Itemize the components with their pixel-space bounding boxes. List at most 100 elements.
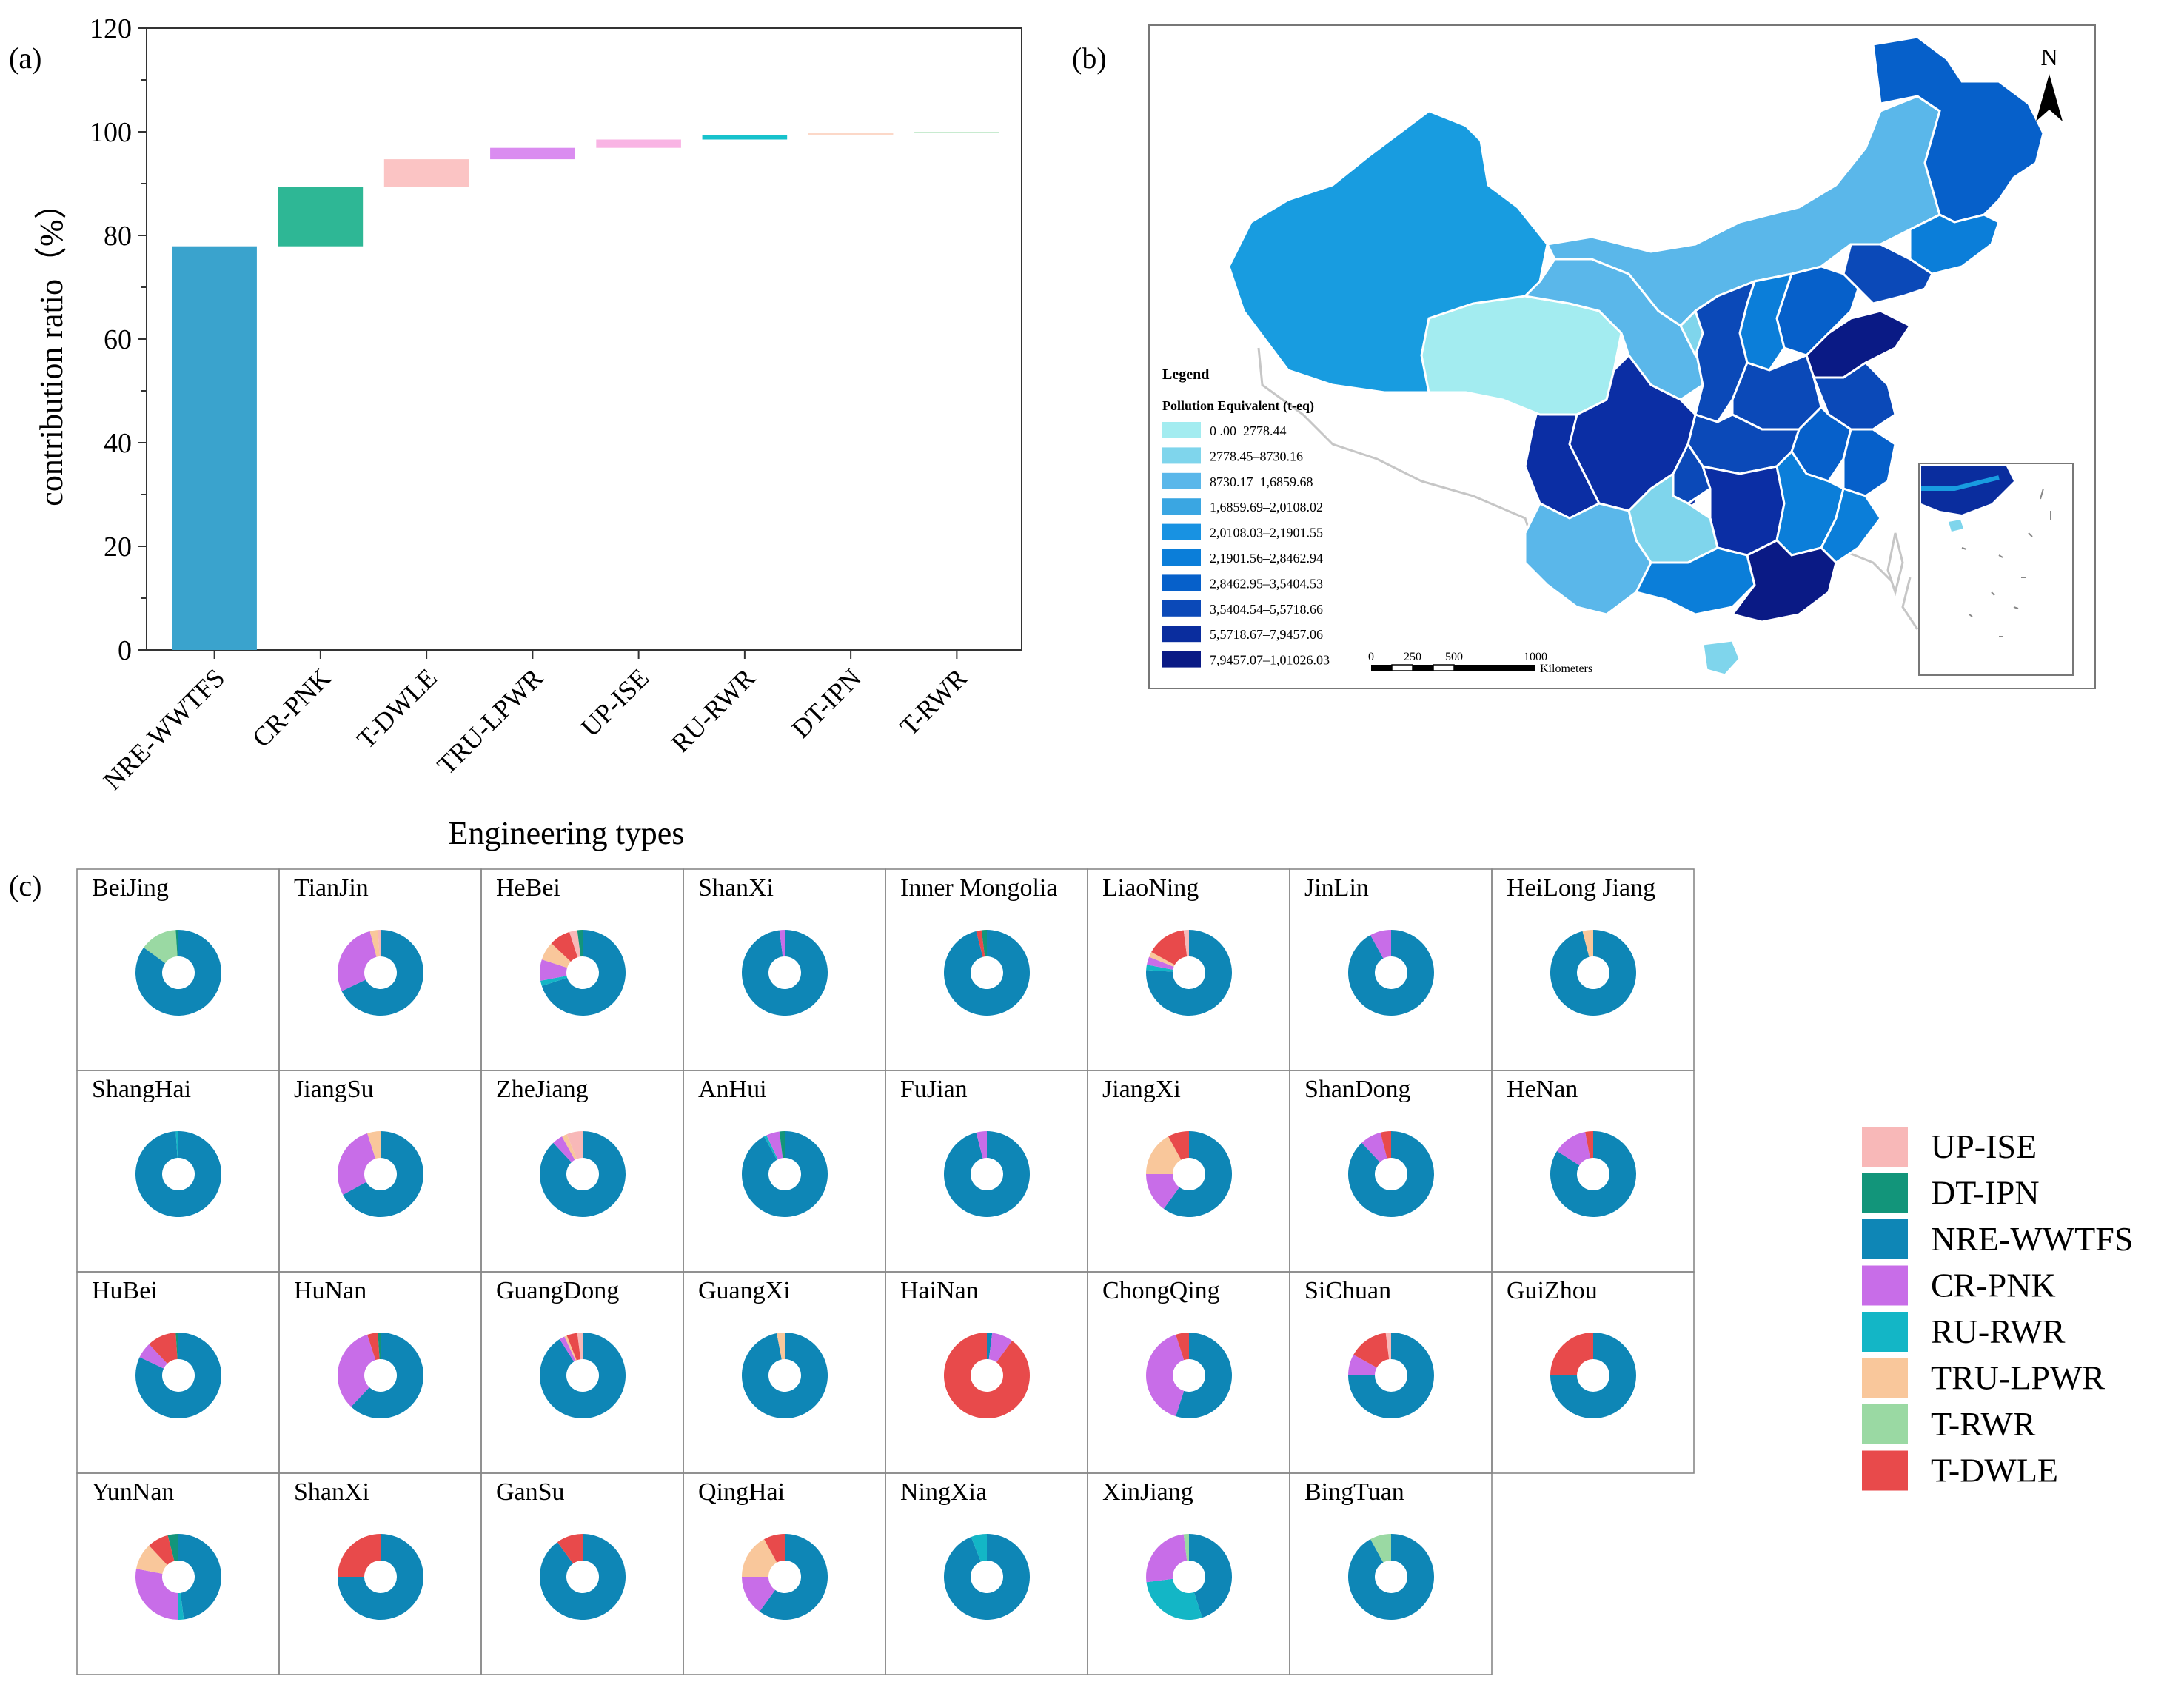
donut-slice-cr-pnk <box>1146 1334 1185 1417</box>
legend-label: UP-ISE <box>1931 1127 2037 1165</box>
y-tick-label: 100 <box>90 117 132 148</box>
donut-slice-nre-wwtfs <box>539 1333 626 1419</box>
region-name: XinJiang <box>1102 1478 1193 1506</box>
donut-cell: FuJian <box>885 1070 1088 1273</box>
bar-dt-ipn <box>808 133 894 135</box>
legend-label: TRU-LPWR <box>1931 1359 2105 1397</box>
region-guangdong <box>1730 539 1838 623</box>
donut-slice-nre-wwtfs <box>742 930 828 1016</box>
donut-slice-ru-rwr <box>764 1135 778 1160</box>
donut-cell: ShanXi <box>683 868 886 1071</box>
x-tick-label: CR-PNK <box>247 663 337 753</box>
scale-bar-segment <box>1454 665 1535 671</box>
legend-class-label: 0 .00–2778.44 <box>1210 423 1287 438</box>
donut-slice-cr-pnk <box>1370 930 1391 959</box>
region-hainan <box>1701 639 1741 677</box>
donut-cell: JiangSu <box>278 1070 482 1273</box>
y-tick-label: 80 <box>104 221 132 252</box>
donut-slice-nre-wwtfs <box>1348 1333 1434 1418</box>
region-name: ShangHai <box>92 1076 191 1103</box>
region-zhejiang <box>1842 428 1897 497</box>
donut-cell: Inner Mongolia <box>885 868 1088 1071</box>
donut-slice-nre-wwtfs <box>742 1131 828 1217</box>
region-name: GanSu <box>496 1478 565 1506</box>
donut-slice-tru-lpwr <box>777 1333 785 1360</box>
donut-slice-nre-wwtfs <box>341 930 424 1016</box>
panel-a-plot-frame <box>146 27 1022 651</box>
region-name: GuangXi <box>698 1277 791 1304</box>
bar-t-rwr <box>914 132 999 133</box>
legend-swatch <box>1162 422 1201 438</box>
donut-slice-up-ise <box>1385 1333 1391 1360</box>
region-ningxia <box>1679 309 1704 358</box>
donut-slice-ru-rwr <box>1146 965 1173 972</box>
donut-slice-t-dwle <box>1151 930 1188 965</box>
donut-slice-nre-wwtfs <box>741 1333 828 1419</box>
donut-cell: BeiJing <box>76 868 280 1071</box>
legend-class-label: 1,6859.69–2,0108.02 <box>1210 500 1323 515</box>
inset-islands <box>1961 488 2051 637</box>
map-legend: Legend Pollution Equivalent (t-eq) 0 .00… <box>1162 366 1330 668</box>
region-henan <box>1731 354 1823 431</box>
donut-cell: NingXia <box>885 1472 1088 1675</box>
map-scale-bar: 0 250 500 1000 Kilometers <box>1368 651 1592 675</box>
donut-cell: BingTuan <box>1289 1472 1493 1675</box>
donut-slice-nre-wwtfs <box>351 1333 424 1419</box>
north-arrow-label: N <box>2040 44 2057 70</box>
donut-slice-t-dwle <box>764 1534 785 1563</box>
donut-cell: SiChuan <box>1289 1271 1493 1474</box>
donut-slice-cr-pnk <box>742 1577 776 1612</box>
panel-a-bars <box>172 132 999 650</box>
legend-swatch <box>1862 1312 1908 1352</box>
bar-nre-wwtfs <box>172 246 257 650</box>
legend-swatch <box>1862 1450 1908 1491</box>
donut-slice-t-dwle <box>149 1333 178 1364</box>
legend-class-label: 2,0108.03–2,1901.55 <box>1210 526 1323 540</box>
scale-label-250: 250 <box>1404 651 1421 663</box>
donut-cell: AnHui <box>683 1070 886 1273</box>
donut-slice-nre-wwtfs <box>1189 1534 1233 1618</box>
x-tick-label: UP-ISE <box>575 663 654 742</box>
region-name: Inner Mongolia <box>900 874 1057 902</box>
bar-cr-pnk <box>278 187 364 247</box>
bar-t-dwle <box>383 159 469 187</box>
north-arrow: N <box>2036 44 2063 121</box>
panel-c-donut-grid: (c) BeiJing TianJin HeBei ShanXi Inner Mongo… <box>9 868 2133 1675</box>
donut-slice-tru-lpwr <box>562 1134 577 1160</box>
donut-slice-t-dwle <box>976 930 985 957</box>
legend-swatch <box>1162 600 1201 617</box>
region-name: NingXia <box>900 1478 987 1506</box>
donut-slice-nre-wwtfs <box>540 1131 626 1217</box>
donut-cell: GuiZhou <box>1491 1271 1695 1474</box>
legend-swatch <box>1162 549 1201 566</box>
x-tick-label: T-DWLE <box>351 663 442 754</box>
donut-slice-dt-ipn <box>175 930 178 957</box>
donut-cell-frame <box>1491 1271 1695 1474</box>
donut-slice-tru-lpwr <box>367 1131 381 1159</box>
donut-cell: HuNan <box>278 1271 482 1474</box>
donut-cell: ShangHai <box>76 1070 280 1273</box>
x-tick-label: TRU-LPWR <box>432 663 549 780</box>
donut-slice-nre-wwtfs <box>541 930 626 1016</box>
region-name: HeBei <box>496 874 560 902</box>
donut-cell: ChongQing <box>1087 1271 1290 1474</box>
donut-cell: HeBei <box>480 868 684 1071</box>
donut-cell: LiaoNing <box>1087 868 1290 1071</box>
donut-slice-cr-pnk <box>779 930 785 957</box>
legend-class-label: 2778.45–8730.16 <box>1210 449 1303 463</box>
donut-slice-nre-wwtfs <box>178 1534 222 1620</box>
panel-a-x-axis-title: Engineering types <box>449 815 685 851</box>
donut-slice-cr-pnk <box>1557 1132 1590 1166</box>
donut-slice-nre-wwtfs <box>944 1534 1031 1620</box>
legend-swatch <box>1162 498 1201 515</box>
region-name: YunNan <box>92 1478 174 1506</box>
legend-swatch <box>1862 1404 1908 1444</box>
donut-cell: JiangXi <box>1087 1070 1290 1273</box>
donut-slice-cr-pnk <box>976 1131 987 1159</box>
donut-slice-t-rwr <box>1370 1534 1391 1563</box>
donut-slice-nre-wwtfs <box>759 1534 828 1620</box>
donut-grid-cells: BeiJing TianJin HeBei ShanXi Inner Mongolia L… <box>76 868 1695 1675</box>
donut-cell: ShanDong <box>1289 1070 1493 1273</box>
donut-slice-up-ise <box>577 1333 583 1360</box>
